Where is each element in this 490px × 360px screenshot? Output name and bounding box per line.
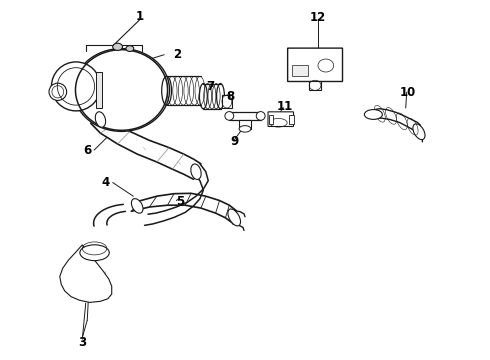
Ellipse shape	[113, 43, 122, 50]
Ellipse shape	[239, 126, 251, 132]
Text: 4: 4	[101, 176, 109, 189]
Ellipse shape	[95, 112, 106, 127]
Polygon shape	[60, 245, 112, 302]
Text: 3: 3	[78, 336, 86, 348]
Ellipse shape	[228, 209, 241, 226]
Text: 1: 1	[136, 10, 144, 23]
Ellipse shape	[191, 164, 201, 180]
Ellipse shape	[49, 83, 67, 100]
Text: 6: 6	[83, 144, 91, 157]
Bar	[289, 115, 294, 124]
Text: 10: 10	[399, 86, 416, 99]
Bar	[269, 115, 273, 124]
Bar	[222, 95, 232, 108]
Text: 5: 5	[176, 195, 184, 208]
Ellipse shape	[256, 112, 265, 120]
Bar	[292, 65, 308, 76]
Ellipse shape	[365, 109, 382, 120]
Text: 2: 2	[173, 48, 181, 61]
Ellipse shape	[51, 62, 100, 111]
Ellipse shape	[413, 124, 425, 140]
Ellipse shape	[126, 46, 134, 51]
Text: 12: 12	[309, 11, 326, 24]
FancyBboxPatch shape	[268, 112, 294, 126]
Bar	[309, 81, 321, 90]
Bar	[229, 112, 261, 120]
Text: 9: 9	[230, 135, 238, 148]
Text: 8: 8	[226, 90, 234, 103]
Ellipse shape	[80, 245, 109, 261]
Text: 11: 11	[277, 100, 294, 113]
Ellipse shape	[131, 199, 143, 213]
Text: 7: 7	[207, 80, 215, 93]
Ellipse shape	[225, 112, 234, 120]
Bar	[239, 120, 251, 129]
Ellipse shape	[74, 49, 170, 131]
FancyBboxPatch shape	[288, 48, 343, 81]
Bar	[96, 72, 102, 108]
